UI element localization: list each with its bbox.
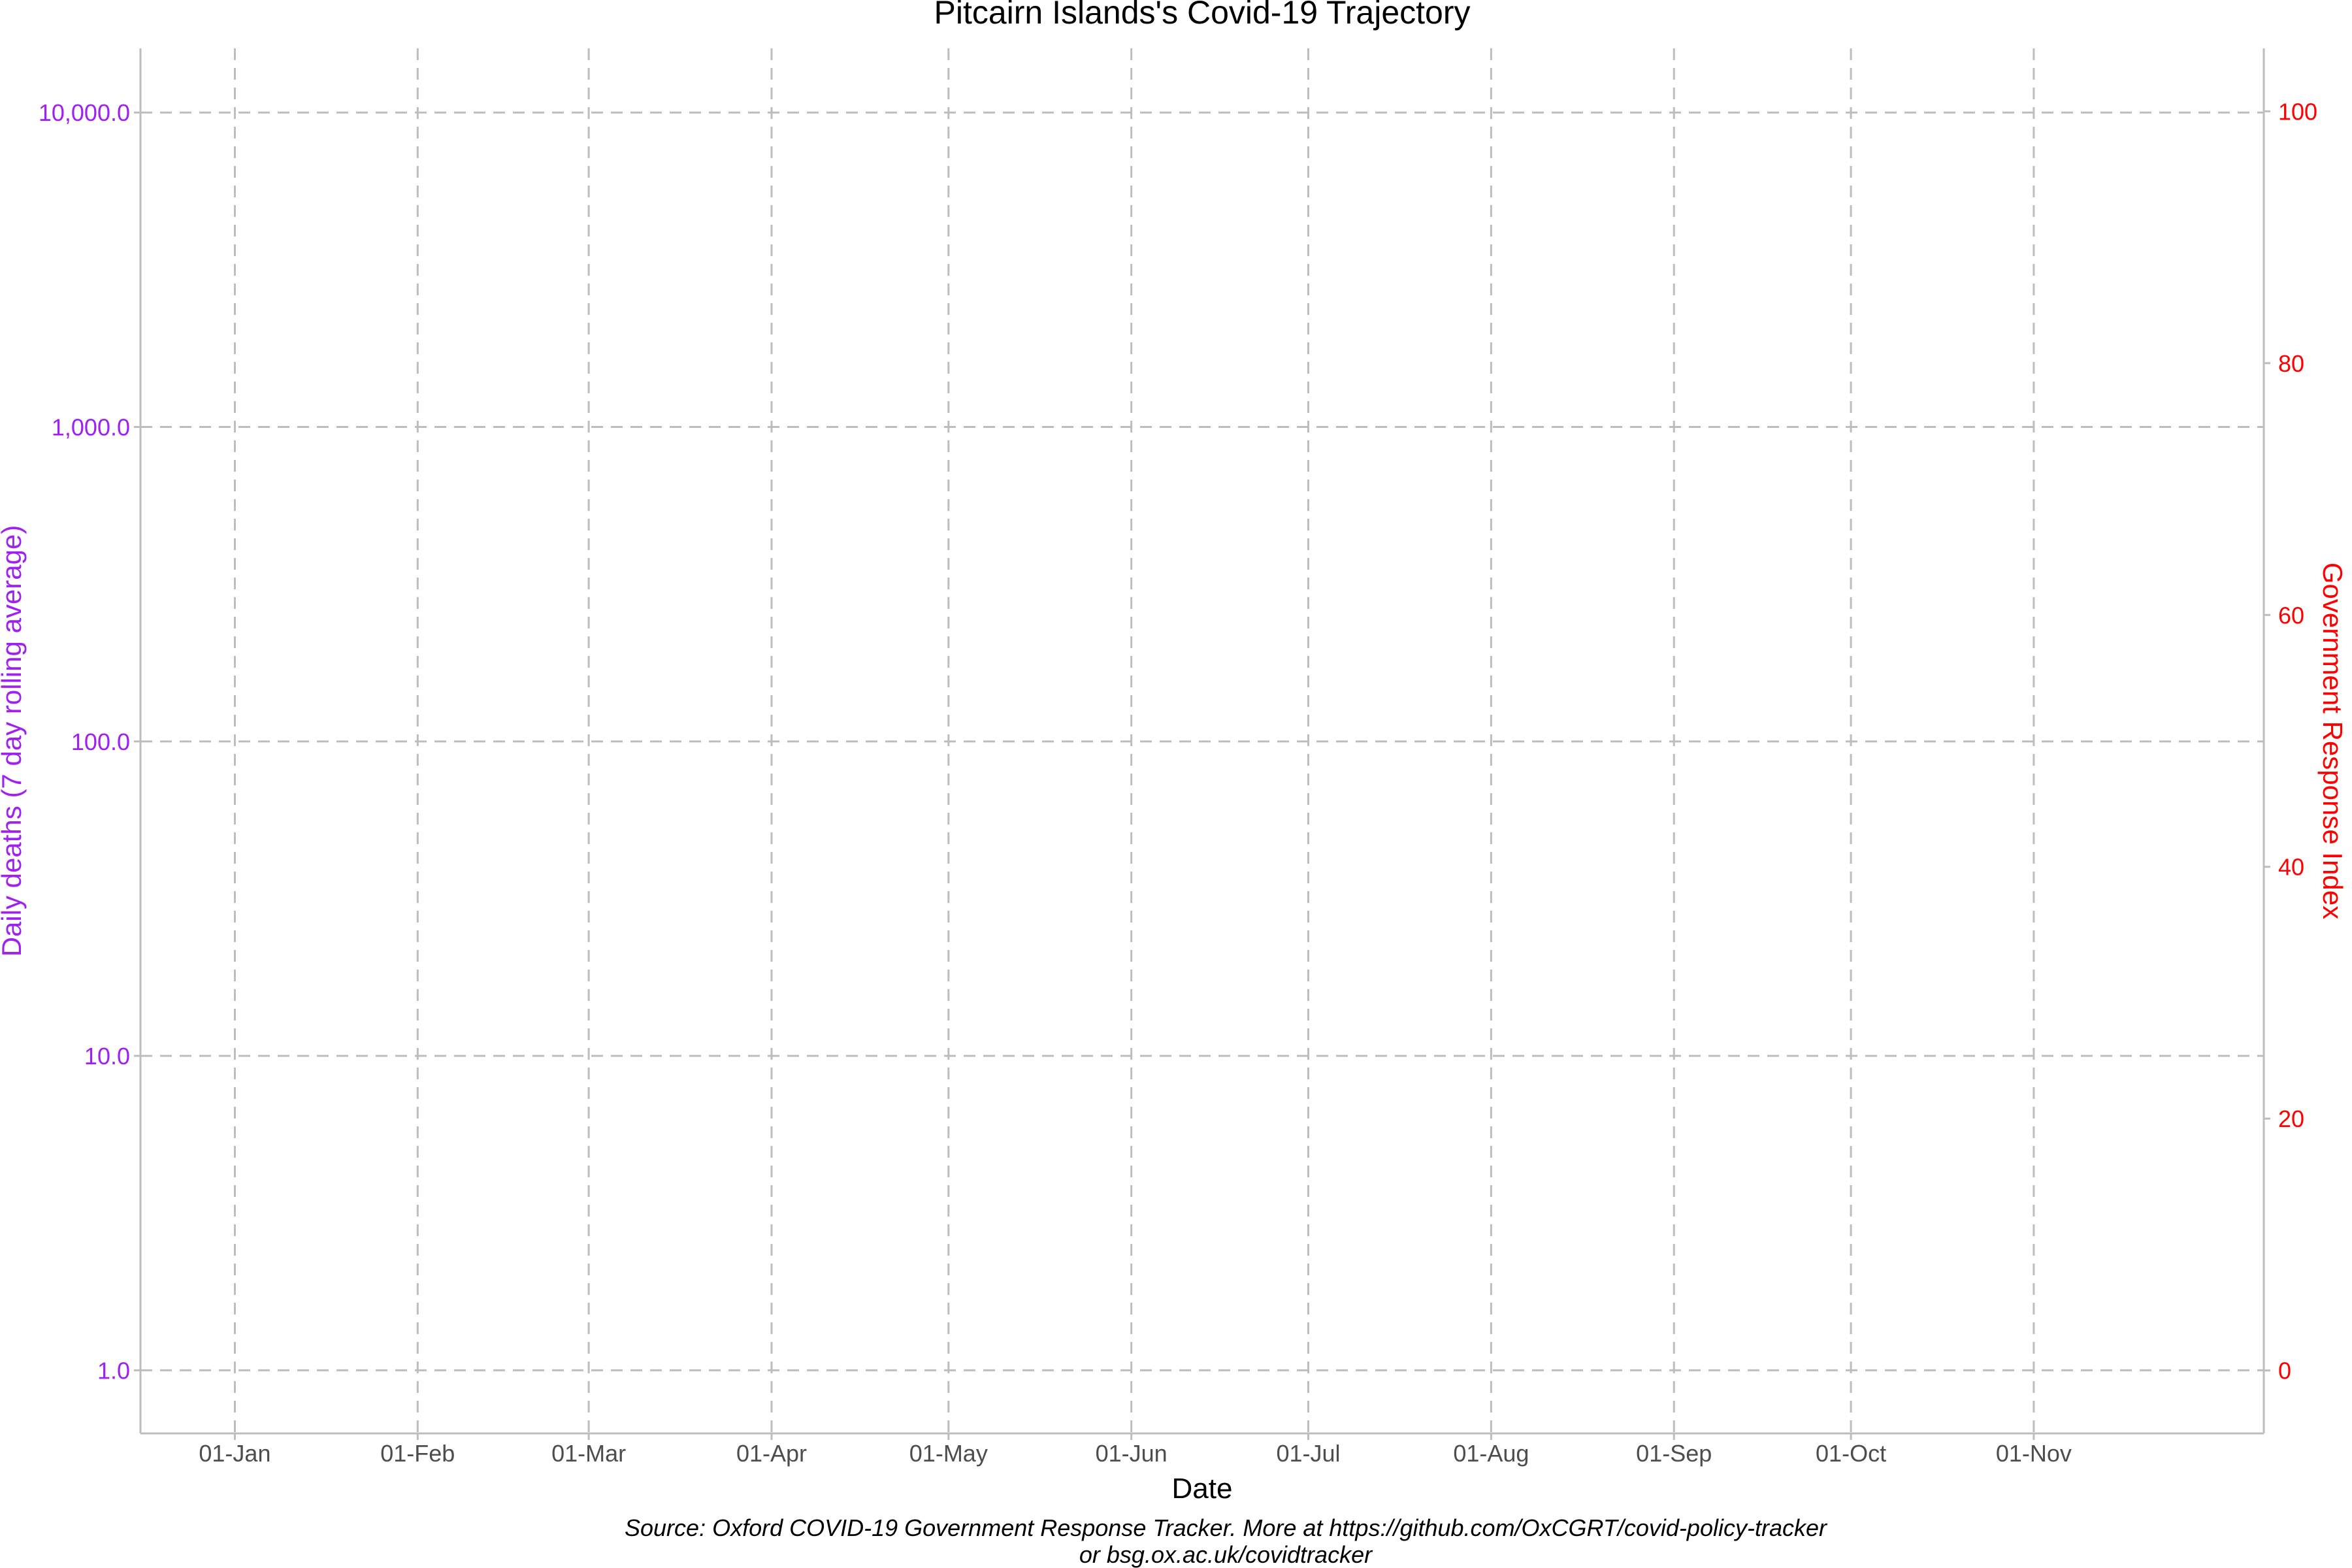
y-axis-left-title: Daily deaths (7 day rolling average)	[0, 525, 27, 957]
x-tick-label: 01-Aug	[1453, 1440, 1529, 1467]
chart-title: Pitcairn Islands's Covid-19 Trajectory	[934, 0, 1471, 31]
x-tick-label: 01-Jul	[1276, 1440, 1340, 1467]
y-right-tick-label: 60	[2278, 602, 2304, 629]
x-tick-label: 01-Apr	[736, 1440, 807, 1467]
grid-lines	[140, 48, 2264, 1433]
x-tick-label: 01-Mar	[551, 1440, 626, 1467]
x-tick-label: 01-May	[909, 1440, 988, 1467]
caption-line-2: or bsg.ox.ac.uk/covidtracker	[1079, 1541, 1373, 1568]
x-tick-label: 01-Sep	[1636, 1440, 1712, 1467]
x-tick-label: 01-Nov	[1996, 1440, 2072, 1467]
x-tick-label: 01-Oct	[1816, 1440, 1886, 1467]
y-left-tick-label: 1,000.0	[52, 414, 130, 441]
y-left-tick-label: 10.0	[84, 1043, 130, 1070]
x-axis-title: Date	[1172, 1473, 1233, 1505]
y-left-tick-label: 100.0	[71, 728, 130, 755]
axes: 1.0 10.0 100.0 1,000.0 10,000.0 0 20 40 60 80 100 0…	[39, 48, 2317, 1467]
y-right-tick-label: 80	[2278, 350, 2304, 377]
y-right-tick-label: 20	[2278, 1105, 2304, 1132]
y-right-tick-label: 100	[2278, 98, 2317, 125]
y-left-tick-label: 10,000.0	[39, 99, 130, 126]
x-tick-label: 01-Jan	[199, 1440, 270, 1467]
y-right-tick-label: 0	[2278, 1358, 2291, 1384]
x-tick-label: 01-Feb	[380, 1440, 455, 1467]
y-right-tick-label: 40	[2278, 854, 2304, 881]
y-left-tick-label: 1.0	[97, 1357, 130, 1384]
y-axis-right-title: Government Response Index	[2317, 563, 2348, 919]
x-tick-label: 01-Jun	[1096, 1440, 1168, 1467]
caption-line-1: Source: Oxford COVID-19 Government Respo…	[625, 1514, 1828, 1541]
